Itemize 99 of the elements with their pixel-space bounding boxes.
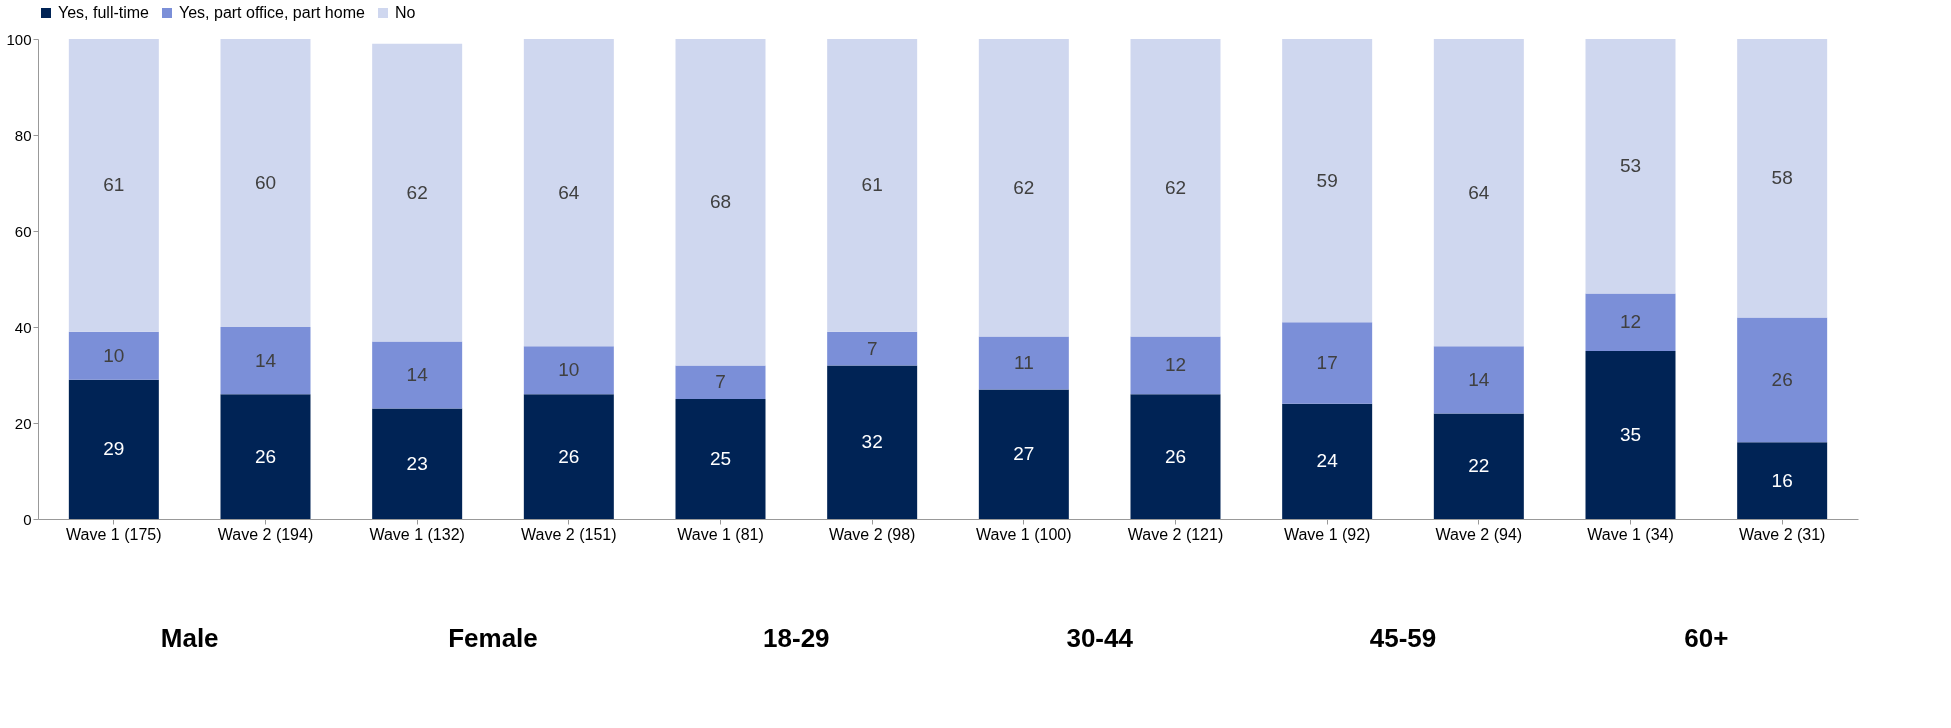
data-label: 68	[709, 191, 732, 213]
bar	[1585, 351, 1676, 519]
data-label: 14	[1468, 368, 1490, 390]
data-label: 12	[1164, 354, 1187, 376]
data-label: 29	[103, 438, 125, 460]
data-label: 61	[861, 174, 883, 196]
bar	[1433, 39, 1524, 347]
data-label: 14	[254, 349, 277, 371]
data-label: 60	[254, 172, 277, 193]
bar	[523, 394, 614, 519]
data-label: 53	[1619, 155, 1642, 177]
y-tick-label: 80	[14, 126, 32, 144]
bar	[220, 39, 311, 327]
bar	[978, 336, 1069, 390]
x-tick-label: Wave 1 (34)	[1587, 525, 1674, 543]
data-label: 11	[1013, 352, 1034, 373]
x-tick-label: Wave 1 (132)	[369, 525, 465, 543]
text: Female	[448, 623, 538, 653]
x-tick-label: Wave 1 (100)	[976, 525, 1072, 543]
bar	[827, 331, 918, 366]
x-tick-label: Wave 1 (175)	[66, 525, 162, 543]
bar	[523, 346, 614, 395]
bar	[1585, 293, 1676, 351]
bar	[220, 394, 311, 519]
text: Male	[160, 623, 219, 653]
data-label: 7	[866, 337, 878, 359]
data-label: 26	[1771, 368, 1793, 390]
data-label: 25	[709, 448, 732, 469]
bar	[1737, 442, 1828, 519]
x-tick-label: Wave 2 (121)	[1127, 525, 1224, 543]
bar	[372, 341, 463, 409]
bar	[1282, 403, 1373, 519]
data-label: 23	[406, 452, 428, 474]
bar	[68, 331, 159, 380]
y-tick-label: 40	[14, 318, 32, 336]
x-tick-label: Wave 2 (151)	[521, 525, 617, 543]
data-label: 58	[1771, 167, 1793, 189]
text: 18-29	[763, 623, 830, 653]
bar	[1737, 39, 1828, 318]
data-label: 27	[1013, 443, 1035, 465]
data-label: 61	[103, 174, 125, 196]
legend-label: Yes, part office, part home	[179, 4, 365, 21]
bar	[978, 39, 1069, 337]
bar	[372, 43, 463, 342]
bar	[1282, 39, 1373, 323]
y-tick-label: 0	[23, 510, 32, 528]
data-label: 14	[406, 364, 429, 385]
x-tick-label: Wave 2 (94)	[1435, 525, 1523, 543]
data-label: 17	[1316, 352, 1338, 373]
bar	[827, 39, 918, 332]
legend-label: Yes, full-time	[58, 4, 150, 21]
data-label: 62	[406, 181, 428, 203]
data-label: 22	[1468, 455, 1490, 477]
data-label: 24	[1316, 450, 1339, 472]
bar	[978, 389, 1069, 519]
data-label: 64	[558, 181, 580, 203]
data-label: 12	[1619, 311, 1642, 333]
data-label: 35	[1619, 424, 1642, 445]
bar	[372, 408, 463, 519]
bar	[1585, 39, 1676, 294]
bar	[220, 327, 311, 395]
x-tick-label: Wave 2 (194)	[217, 525, 314, 543]
text: 30-44	[1066, 623, 1134, 653]
data-label: 7	[715, 371, 726, 393]
x-tick-label: Wave 2 (98)	[828, 525, 916, 543]
bar	[1737, 317, 1828, 443]
x-tick-label: Wave 1 (92)	[1283, 525, 1371, 543]
data-label: 26	[558, 445, 580, 467]
bar	[523, 39, 614, 347]
bar	[68, 39, 159, 332]
data-label: 10	[103, 344, 125, 366]
data-label: 32	[861, 431, 883, 453]
bar	[675, 365, 766, 399]
bar	[1130, 336, 1221, 395]
data-label: 62	[1164, 176, 1187, 198]
bar	[1433, 346, 1524, 414]
data-label: 16	[1771, 469, 1793, 491]
x-tick-label: Wave 2 (31)	[1738, 525, 1826, 543]
data-label: 10	[558, 359, 580, 381]
legend-label: No	[395, 4, 416, 21]
bar	[1433, 413, 1524, 519]
data-label: 64	[1468, 181, 1490, 203]
x-tick-label: Wave 1 (81)	[677, 525, 764, 543]
bar	[1282, 322, 1373, 404]
bar	[827, 365, 918, 519]
data-label: 26	[1164, 445, 1187, 467]
bar	[1130, 39, 1221, 337]
y-tick-label: 20	[14, 414, 32, 432]
text: 60+	[1684, 623, 1729, 653]
y-tick-label: 60	[14, 222, 32, 240]
bar	[675, 39, 766, 366]
text: 45-59	[1369, 623, 1437, 653]
y-tick-label: 100	[6, 30, 32, 48]
bar	[675, 399, 766, 519]
bar	[68, 379, 159, 519]
bar	[1130, 394, 1221, 519]
data-label: 26	[254, 445, 277, 467]
data-label: 62	[1013, 176, 1035, 198]
data-label: 59	[1316, 169, 1338, 191]
